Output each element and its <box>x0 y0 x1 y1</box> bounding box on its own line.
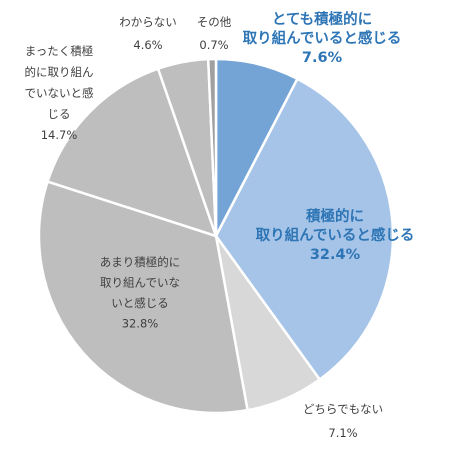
data-label-text-5-line-3: でいないと感 <box>25 86 94 100</box>
data-label-text-2-line-2: 取り組んでいると感じる <box>256 226 415 244</box>
data-label-text-7-line-1: その他 <box>197 15 232 29</box>
data-label-value-7: 0.7% <box>199 38 228 52</box>
data-label-value-6: 4.6% <box>133 38 162 52</box>
data-label-text-5-line-4: じる <box>48 107 71 121</box>
data-label-text-4-line-1: あまり積極的に <box>100 255 181 269</box>
data-label-value-2: 32.4% <box>310 247 361 263</box>
data-label-value-1: 7.6% <box>302 50 343 66</box>
pie-slice-5 <box>46 67 218 238</box>
pie-labels: とても積極的に取り組んでいると感じる7.6%積極的に取り組んでいると感じる32.… <box>25 10 415 440</box>
pie-slices <box>37 57 395 415</box>
data-label-text-4-line-2: 取り組んでいな <box>100 276 180 290</box>
data-label-text-4-line-3: いと感じる <box>111 296 169 310</box>
data-label-text-2-line-1: 積極的に <box>305 207 364 225</box>
data-label-value-3: 7.1% <box>328 426 357 440</box>
data-label-value-4: 32.8% <box>122 317 159 331</box>
data-label-text-6-line-1: わからない <box>119 15 177 29</box>
pie-slice-2 <box>214 77 395 381</box>
data-label-text-1-line-1: とても積極的に <box>272 10 372 28</box>
data-label-text-5-line-2: 的に取り組ん <box>25 65 94 79</box>
pie-slice-7 <box>206 57 218 238</box>
data-label-text-3-line-1: どちらでもない <box>303 402 383 416</box>
data-label-text-5-line-1: まったく積極 <box>25 44 94 58</box>
pie-slice-4 <box>37 180 249 415</box>
data-label-value-5: 14.7% <box>41 128 78 142</box>
data-label-text-1-line-2: 取り組んでいると感じる <box>243 29 402 47</box>
